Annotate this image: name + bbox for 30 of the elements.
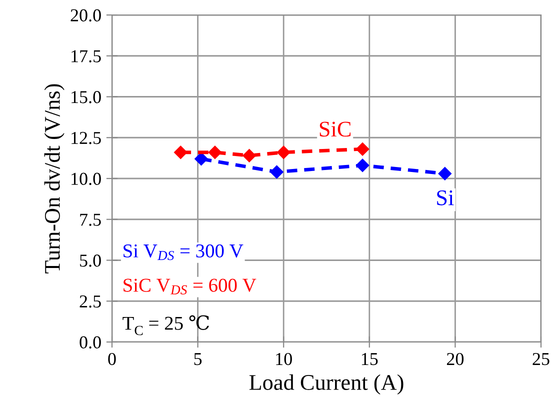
x-tick-label: 0 — [108, 352, 116, 366]
y-tick-label: 15.0 — [72, 91, 101, 104]
point — [356, 158, 370, 172]
point — [356, 142, 370, 156]
series-label: Si — [437, 190, 454, 206]
point — [242, 149, 256, 162]
y-tick-label: 0.0 — [80, 336, 101, 349]
annotation: Si V$_{DS}$ = 300 V — [124, 244, 244, 260]
x-tick-label: 25 — [532, 352, 550, 366]
y-tick-label: 7.5 — [80, 214, 101, 226]
point — [208, 146, 222, 159]
x-tick-label: 20 — [446, 352, 464, 366]
x-axis-title: Load Current (A) — [249, 374, 404, 394]
y-tick-label: 20.0 — [70, 9, 101, 22]
point — [194, 152, 208, 166]
x-tick-label: 10 — [276, 352, 292, 366]
x-tick-label: 15 — [362, 353, 378, 366]
y-tick-label: 10.0 — [72, 172, 101, 186]
series-label: SiC — [320, 122, 351, 137]
annotation: SiC V$_{DS}$ = 600 V — [124, 278, 256, 294]
point — [277, 146, 290, 159]
y-tick-label: 5.0 — [80, 254, 101, 267]
y-tick-label: 12.5 — [72, 132, 101, 144]
point — [438, 167, 452, 180]
y-tick-label: 2.5 — [80, 295, 101, 308]
y-axis-title: Turn-On dv/dt (V/ns) — [44, 84, 64, 274]
point — [270, 165, 284, 179]
point — [174, 146, 188, 159]
x-tick-label: 5 — [194, 353, 202, 366]
y-tick-label: 17.5 — [72, 50, 101, 62]
